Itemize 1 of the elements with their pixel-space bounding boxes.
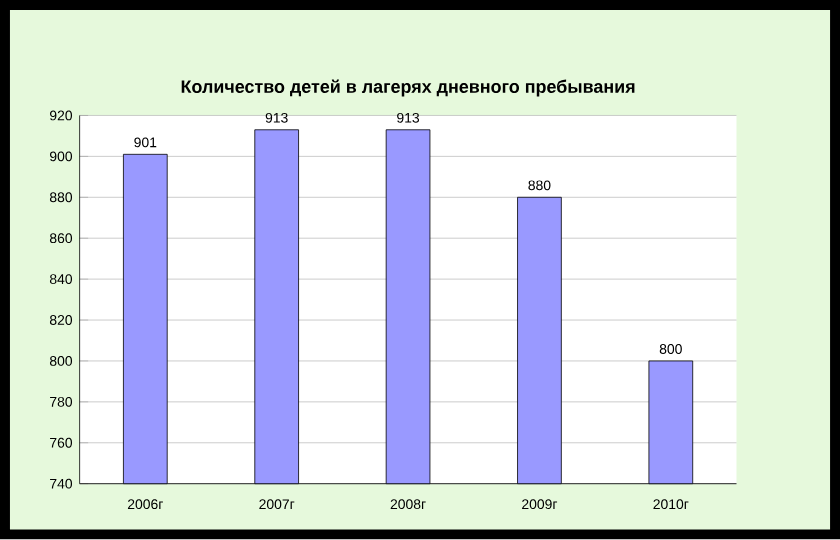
chart-title: Количество детей в лагерях дневного пребывания	[181, 79, 635, 97]
